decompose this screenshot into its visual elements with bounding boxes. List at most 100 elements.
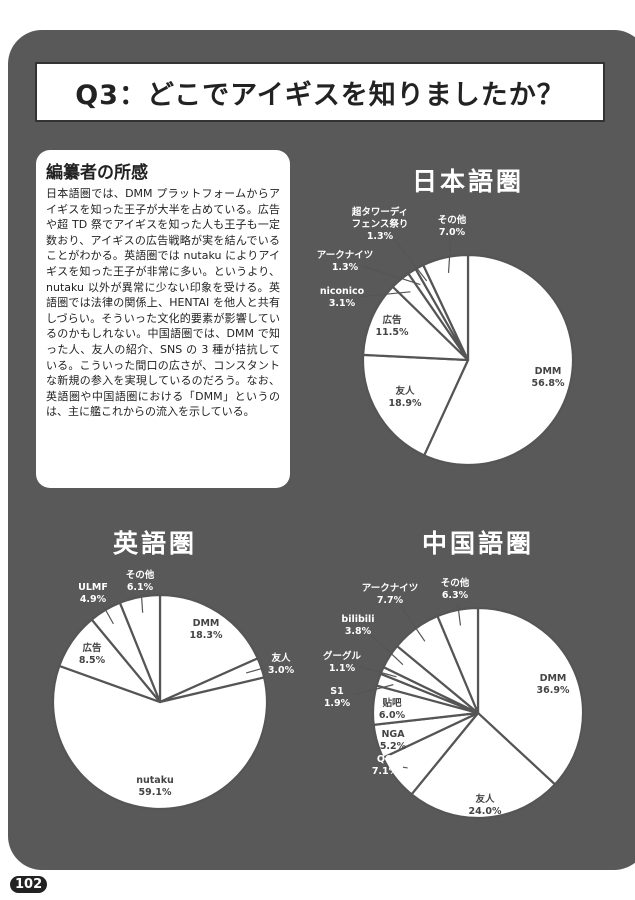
slice-value: 18.3% [189, 630, 223, 641]
slice-name: nutaku [136, 775, 174, 786]
pie-slice [423, 253, 575, 467]
leader-line [102, 605, 114, 625]
slice-label: その他 6.1% [126, 570, 155, 594]
leader-line [391, 235, 428, 282]
pie-slice [410, 711, 557, 820]
slice-name: 広告 [382, 315, 402, 326]
slice-value: 1.1% [328, 663, 356, 674]
slice-value: 3.1% [328, 298, 356, 309]
commentary-box: 編纂者の所感 日本語圏では、DMM プラットフォームからアイギスを知った王子が大… [36, 150, 290, 488]
slice-name: 友人 [395, 386, 415, 397]
slice-label: アークナイツ 7.7% [362, 583, 418, 607]
slice-label: グーグル 1.1% [323, 651, 361, 675]
slice-value: 4.9% [79, 594, 107, 605]
slice-value: 7.7% [376, 595, 404, 606]
slice-value: 7.1% [371, 766, 399, 777]
slice-label: 友人 3.0% [268, 653, 294, 677]
slice-name: アークナイツ [361, 583, 419, 594]
leader-line [447, 240, 452, 273]
slice-label: アークナイツ 1.3% [317, 250, 373, 274]
commentary-heading: 編纂者の所感 [46, 163, 148, 183]
leader-line [362, 265, 421, 286]
slice-value: 24.0% [468, 806, 502, 817]
slice-label: 贴吧 6.0% [379, 698, 405, 722]
slice-name: DMM [539, 673, 567, 684]
slice-name: S1 [330, 686, 344, 697]
slice-name: 友人 [271, 653, 291, 664]
slice-value: 6.1% [126, 582, 154, 593]
slice-name: DMM [534, 366, 562, 377]
slice-label: 超タワーディフェンス祭り 1.3% [348, 207, 412, 243]
leader-line [402, 766, 408, 769]
slice-value: 1.3% [331, 262, 359, 273]
page-number: 102 [10, 876, 48, 893]
chart-title: 中国語圏 [421, 529, 534, 558]
slice-name: bilibili [341, 614, 375, 625]
slice-value: 1.9% [323, 698, 351, 709]
leader-line [371, 634, 404, 666]
slice-name: その他 [437, 215, 467, 226]
slice-label: S1 1.9% [324, 686, 350, 710]
slice-label: NGA 5.2% [380, 729, 406, 753]
slice-name: 超タワーディフェンス祭り [351, 207, 409, 230]
pie-slice [476, 606, 585, 786]
slice-label: DMM 18.3% [190, 618, 223, 642]
slice-value: 6.3% [441, 590, 469, 601]
slice-name: 広告 [82, 643, 102, 654]
slice-value: 6.0% [378, 710, 406, 721]
slice-label: その他 7.0% [438, 215, 467, 239]
slice-label: QQ 7.1% [372, 754, 398, 778]
slice-label: DMM 56.8% [532, 366, 565, 390]
leader-line [246, 667, 264, 674]
slice-name: NGA [381, 729, 405, 740]
chart-title: 日本語圏 [411, 167, 524, 196]
pie-slice [118, 593, 162, 704]
slice-name: DMM [192, 618, 220, 629]
leader-line [354, 684, 394, 696]
pie-slice [158, 593, 259, 704]
pie-slice [51, 664, 269, 811]
slice-value: 1.3% [366, 231, 394, 242]
slice-name: アークナイツ [316, 250, 374, 261]
slice-value: 5.2% [379, 741, 407, 752]
slice-name: niconico [319, 286, 365, 297]
pie-slice [436, 606, 480, 715]
slice-label: 友人 18.9% [389, 386, 422, 410]
slice-value: 59.1% [138, 787, 172, 798]
slice-value: 56.8% [531, 378, 565, 389]
slice-name: グーグル [322, 651, 362, 662]
pie-slice [422, 253, 470, 362]
leader-line [457, 603, 462, 626]
leader-line [359, 291, 411, 298]
slice-value: 7.0% [438, 227, 466, 238]
slice-label: 友人 24.0% [469, 794, 502, 818]
question-title: Q3：どこでアイギスを知りましたか？ [35, 62, 605, 122]
slice-value: 18.9% [388, 398, 422, 409]
commentary-body: 日本語圏では、DMM プラットフォームからアイギスを知った王子が大半を占めている… [46, 187, 280, 419]
slice-name: その他 [125, 570, 155, 581]
slice-name: 贴吧 [382, 698, 402, 709]
slice-name: ULMF [78, 582, 108, 593]
slice-label: 広告 11.5% [376, 315, 409, 339]
slice-value: 36.9% [536, 685, 570, 696]
slice-label: ULMF 4.9% [78, 582, 108, 606]
slice-label: その他 6.3% [441, 578, 470, 602]
slice-label: bilibili 3.8% [341, 614, 374, 638]
slice-value: 11.5% [375, 327, 409, 338]
slice-value: 3.8% [344, 626, 372, 637]
slice-label: nutaku 59.1% [136, 775, 174, 799]
slice-value: 3.0% [267, 665, 295, 676]
pie-slice [361, 353, 470, 457]
slice-name: その他 [440, 578, 470, 589]
slice-name: 友人 [475, 794, 495, 805]
leader-line [140, 595, 144, 613]
leader-line [400, 605, 426, 642]
pie-slice [362, 285, 470, 362]
slice-label: DMM 36.9% [537, 673, 570, 697]
slice-label: niconico 3.1% [320, 286, 364, 310]
slice-name: QQ [376, 754, 394, 765]
slice-label: 広告 8.5% [79, 643, 105, 667]
leader-line [359, 665, 397, 678]
